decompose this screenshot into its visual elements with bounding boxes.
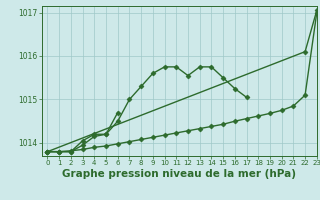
X-axis label: Graphe pression niveau de la mer (hPa): Graphe pression niveau de la mer (hPa) xyxy=(62,169,296,179)
